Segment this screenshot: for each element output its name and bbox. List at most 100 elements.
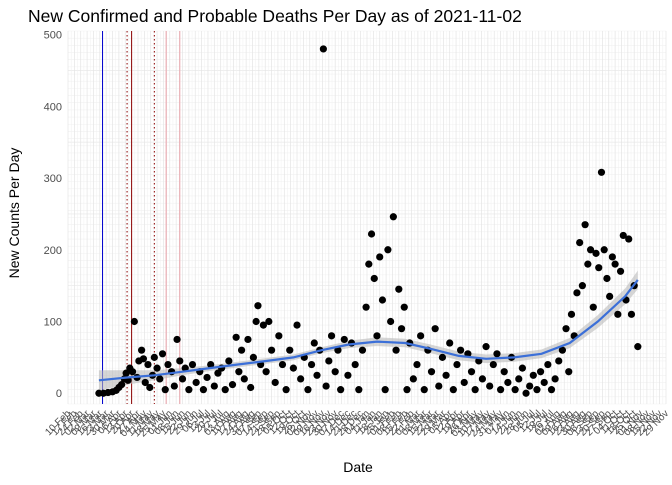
data-point [446, 339, 454, 347]
data-point [526, 382, 534, 390]
data-point [558, 346, 566, 354]
vline-layer [102, 31, 181, 404]
data-point [381, 386, 389, 394]
data-point [567, 310, 576, 318]
data-point [427, 368, 436, 376]
data-point [373, 332, 381, 340]
data-point [619, 231, 627, 240]
data-point [493, 350, 501, 358]
data-point [576, 239, 584, 247]
data-point [482, 343, 490, 351]
data-point [627, 310, 636, 318]
point-layer [95, 45, 642, 397]
data-point [275, 332, 283, 340]
data-point [417, 332, 425, 340]
data-point [221, 386, 229, 394]
data-point [362, 303, 370, 311]
data-point [584, 260, 592, 268]
data-point [331, 368, 339, 376]
data-point [515, 375, 523, 383]
data-point [340, 335, 348, 344]
data-point [438, 353, 447, 361]
data-point [565, 368, 573, 376]
data-point [533, 386, 541, 394]
data-point [625, 235, 633, 243]
data-point [313, 371, 321, 379]
data-point [518, 364, 527, 372]
data-point [478, 375, 487, 383]
x-axis-label: Date [343, 459, 373, 475]
data-point [141, 378, 149, 387]
data-point [161, 386, 169, 394]
data-point [589, 303, 597, 311]
data-point [327, 332, 336, 340]
data-point [232, 333, 240, 341]
data-point [547, 386, 556, 394]
data-point [358, 346, 367, 354]
data-point [181, 364, 189, 372]
data-point [337, 386, 345, 394]
y-tick-label: 200 [44, 245, 62, 257]
data-point [293, 321, 301, 329]
data-point [185, 386, 193, 394]
data-point [608, 253, 616, 261]
data-point [600, 246, 608, 254]
data-point [536, 368, 545, 376]
data-point [176, 357, 184, 365]
data-point [247, 383, 255, 392]
data-point [188, 360, 197, 369]
data-point [310, 339, 318, 347]
data-point [616, 267, 625, 275]
data-point [400, 303, 408, 311]
data-point [267, 346, 276, 354]
data-point [252, 317, 260, 326]
data-point [597, 168, 606, 176]
data-point [504, 378, 512, 387]
y-tick-labels: 0 100 200 300 400 500 [44, 30, 62, 401]
y-tick-label: 300 [44, 173, 62, 185]
data-point [139, 355, 148, 363]
data-point [581, 221, 589, 229]
data-point [592, 249, 600, 257]
data-point [409, 375, 417, 383]
data-point [413, 360, 421, 369]
grid-layer [67, 30, 667, 405]
data-point [467, 368, 476, 376]
data-point [540, 378, 548, 387]
data-point [611, 260, 619, 268]
data-point [235, 368, 243, 376]
y-tick-label: 100 [44, 317, 62, 329]
data-point [289, 364, 297, 372]
data-point [170, 382, 178, 390]
data-point [173, 335, 181, 344]
data-point [529, 371, 537, 379]
data-point [199, 386, 208, 394]
data-point [355, 386, 363, 394]
data-point [389, 213, 397, 221]
data-point [118, 381, 126, 389]
data-point [595, 264, 603, 272]
data-point [387, 317, 395, 326]
data-point [240, 375, 248, 383]
data-point [603, 274, 611, 283]
data-point [128, 368, 137, 376]
band-layer [98, 270, 638, 391]
line-layer [98, 279, 639, 382]
data-point [203, 373, 211, 382]
data-point [122, 369, 130, 377]
data-point [555, 357, 563, 365]
data-point [544, 360, 552, 369]
data-point [370, 274, 378, 283]
data-point [144, 360, 152, 369]
data-point [431, 325, 439, 333]
data-point [351, 360, 359, 369]
data-point [384, 246, 392, 254]
data-point [395, 285, 403, 293]
data-point [153, 364, 161, 372]
data-point [435, 382, 443, 390]
data-point [453, 360, 461, 369]
data-point [158, 350, 167, 358]
data-point [164, 360, 172, 369]
data-point [210, 382, 218, 390]
